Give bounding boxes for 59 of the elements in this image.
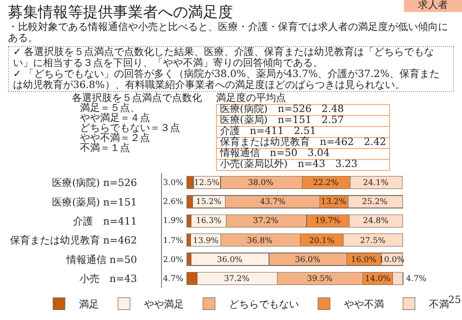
data-label: 16.3% xyxy=(196,216,222,225)
data-label: 24.8% xyxy=(363,216,389,225)
text: 不満＝１点 xyxy=(78,143,131,154)
y-tick-label: 小売 n=43 xyxy=(79,272,137,285)
data-label: 37.2% xyxy=(253,216,279,225)
data-label: 38.0% xyxy=(248,178,274,187)
data-label: 2.6% xyxy=(163,197,184,206)
data-label: 4.7% xyxy=(406,274,427,283)
legend-label: 不満 xyxy=(429,298,449,311)
legend-label: どちらでもない xyxy=(229,300,299,311)
legend-label: 満足 xyxy=(79,298,99,311)
data-label: 20.1% xyxy=(309,236,335,245)
data-label: 36.8% xyxy=(247,236,273,245)
legend-label: やや不満 xyxy=(344,298,384,311)
data-label: 15.2% xyxy=(196,197,222,206)
y-tick-label: 介護 n=411 xyxy=(73,215,137,228)
data-label: 2.0% xyxy=(163,255,184,264)
data-label: 27.5% xyxy=(360,236,386,245)
text: 満足度の平均点 xyxy=(216,93,287,104)
data-label: 13.9% xyxy=(193,236,219,245)
chart-title: 募集情報等提供事業者への満足度 xyxy=(8,3,233,21)
data-label: 39.5% xyxy=(307,274,333,283)
text: 各選択肢を５点満点で点数化 xyxy=(72,93,202,104)
data-label: 43.7% xyxy=(260,197,286,206)
text: 25 xyxy=(448,295,461,306)
data-label: 36.0% xyxy=(295,255,321,264)
y-tick-label: 医療(病院) n=526 xyxy=(52,177,137,190)
text: ✓ 「どちらでもない」の回答が多く（病院が38.0%、薬局が43.7%、介護が37.2%、保育または幼児教育が36.8%）、有料職業紹介事業者への満足度ほどのばらつきは見られない。 xyxy=(13,69,440,91)
text: 情報通信 n=50 3.04 xyxy=(216,148,390,160)
text: 小売(薬局以外) n=43 3.23 xyxy=(216,159,390,171)
data-label: 4.7% xyxy=(163,274,184,283)
text: ✓ 各選択肢を５点満点で点数化した結果、医療、介護、保育または幼児教育は「どちらでもない」に相当する３点を下回り、「やや不満」寄りの回答傾向である。 xyxy=(13,47,436,69)
text: 保育または幼児教育 n=462 2.42 xyxy=(216,137,390,149)
y-tick-label: 医療(薬局) n=151 xyxy=(52,196,137,208)
data-label: 1.9% xyxy=(163,216,184,225)
data-label: 1.7% xyxy=(163,236,184,245)
text: どちらでもない＝３点 xyxy=(78,123,181,134)
data-label: 24.1% xyxy=(363,178,389,187)
text: やや満足＝４点 xyxy=(78,113,151,124)
legend-label: やや満足 xyxy=(144,298,184,311)
data-label: 36.0% xyxy=(217,255,243,264)
text: 介護 n=411 2.51 xyxy=(216,126,390,138)
data-label: 19.7% xyxy=(315,216,341,225)
data-label: 13.2% xyxy=(321,197,347,206)
data-label: 37.2% xyxy=(224,274,250,283)
data-label: 22.2% xyxy=(313,178,339,187)
chart-subtitle: ・比較対象である情報通信や小売と比べると、医療・介護・保育では求人者の満足度が低い傾向にある。 xyxy=(8,22,449,44)
text: 満足＝５点、 xyxy=(78,103,140,114)
data-label: 16.0% xyxy=(351,255,377,264)
text: 求人者 xyxy=(404,0,462,12)
data-label: 3.0% xyxy=(163,178,184,187)
data-label: 12.5% xyxy=(194,178,220,187)
data-label: 25.2% xyxy=(362,197,388,206)
y-tick-label: 情報通信 n=50 xyxy=(65,254,137,266)
data-label: 14.0% xyxy=(365,274,391,283)
y-tick-label: 保育または幼児教育 n=462 xyxy=(10,234,137,247)
text: 医療(病院) n=526 2.48 xyxy=(216,104,390,116)
text: やや不満＝２点 xyxy=(78,133,151,144)
text: 医療(薬局) n=151 2.57 xyxy=(216,115,390,127)
